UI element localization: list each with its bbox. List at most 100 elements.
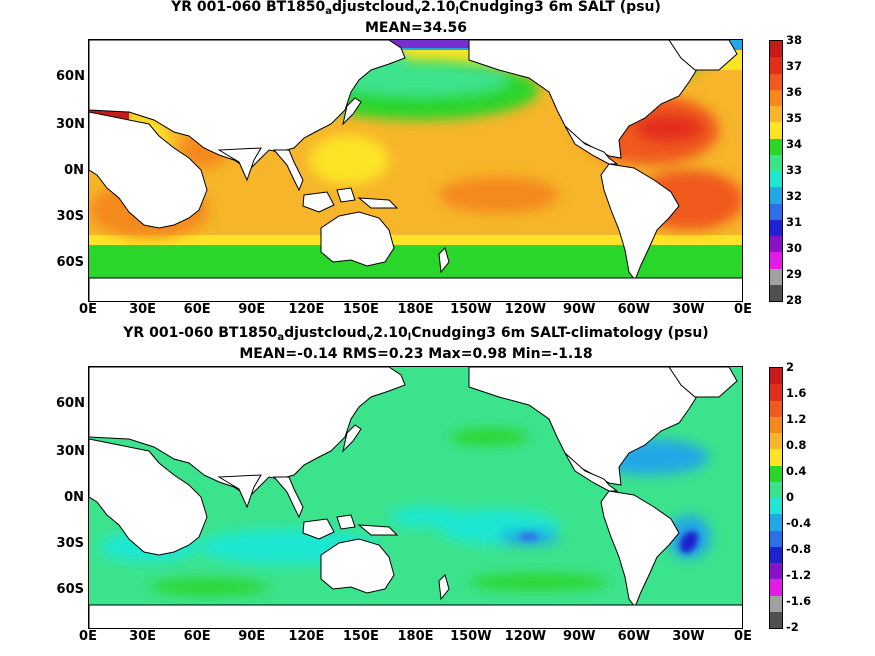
top-lon-label: 120W	[504, 302, 547, 317]
bottom-colorbar-label: 0	[786, 490, 795, 504]
bottom-lon-label: 90W	[563, 629, 596, 644]
top-colorbar-segment	[770, 41, 782, 58]
bottom-lon-label: 120E	[288, 629, 325, 644]
bottom-colorbar-segment	[770, 498, 782, 515]
bottom-lat-label-60n: 60N	[56, 396, 85, 411]
top-colorbar-segment	[770, 171, 782, 188]
top-lat-label-0n: 0N	[64, 163, 84, 178]
bottom-colorbar-label: 1.2	[786, 412, 807, 426]
top-colorbar-label: 31	[786, 215, 803, 229]
bottom-lon-label: 150E	[342, 629, 379, 644]
bottom-colorbar-segment	[770, 465, 782, 482]
bottom-lon-label: 60W	[617, 629, 651, 644]
top-lon-label: 90W	[563, 302, 596, 317]
bottom-colorbar-segment	[770, 449, 782, 466]
top-colorbar-label: 28	[786, 293, 803, 307]
top-colorbar-label: 37	[786, 59, 803, 73]
bottom-map-svg	[89, 367, 742, 628]
bottom-lat-label-0n: 0N	[64, 490, 84, 505]
bottom-colorbar-segment	[770, 530, 782, 547]
top-lon-label: 150E	[342, 302, 379, 317]
top-colorbar-segment	[770, 252, 782, 269]
top-colorbar-segment	[770, 122, 782, 139]
bottom-colorbar-label: 1.6	[786, 386, 807, 400]
bottom-colorbar-segment	[770, 433, 782, 450]
bottom-colorbar-segment	[770, 481, 782, 498]
bottom-lon-label: 60E	[183, 629, 211, 644]
top-lon-label: 60W	[617, 302, 651, 317]
top-colorbar-segment	[770, 219, 782, 236]
top-lon-label: 0E	[79, 302, 97, 317]
top-lon-label: 30W	[672, 302, 705, 317]
top-land	[89, 40, 742, 301]
bottom-lon-label: 180E	[397, 629, 434, 644]
top-colorbar-segment	[770, 268, 782, 285]
top-colorbar	[769, 40, 783, 302]
bottom-colorbar-segment	[770, 579, 782, 596]
bottom-colorbar-label: 0.4	[786, 464, 807, 478]
top-colorbar-segment	[770, 187, 782, 204]
top-colorbar-segment	[770, 89, 782, 106]
top-colorbar-label: 32	[786, 189, 803, 203]
bottom-colorbar-label: -2	[786, 620, 799, 634]
bottom-lon-label: 30W	[672, 629, 705, 644]
bottom-lon-label: 30E	[129, 629, 157, 644]
bottom-colorbar-segment	[770, 384, 782, 401]
bottom-lat-label-30n: 30N	[56, 444, 85, 459]
top-lat-label-30s: 30S	[56, 209, 84, 224]
bottom-colorbar-label: -0.8	[786, 542, 812, 556]
top-colorbar-label: 30	[786, 241, 803, 255]
bottom-colorbar-segment	[770, 514, 782, 531]
top-lat-label-30n: 30N	[56, 117, 85, 132]
top-colorbar-segment	[770, 73, 782, 90]
bottom-colorbar-label: 0.8	[786, 438, 807, 452]
top-lat-label-60s: 60S	[56, 255, 84, 270]
bottom-lon-label: 120W	[504, 629, 547, 644]
bottom-land	[89, 367, 742, 628]
bottom-anomaly-map	[88, 366, 743, 629]
bottom-colorbar	[769, 367, 783, 629]
bottom-colorbar-segment	[770, 546, 782, 563]
bottom-colorbar-label: -1.6	[786, 594, 812, 608]
bottom-colorbar-label: -0.4	[786, 516, 812, 530]
bottom-colorbar-segment	[770, 595, 782, 612]
bottom-title-line2: MEAN=-0.14 RMS=0.23 Max=0.98 Min=-1.18	[239, 346, 593, 362]
bottom-lon-label: 150W	[450, 629, 492, 644]
top-colorbar-label: 36	[786, 85, 803, 99]
top-lon-label: 90E	[238, 302, 266, 317]
top-colorbar-label: 34	[786, 137, 803, 151]
top-colorbar-label: 35	[786, 111, 803, 125]
top-lon-label: 30E	[129, 302, 157, 317]
top-colorbar-label: 29	[786, 267, 803, 281]
bottom-colorbar-segment	[770, 563, 782, 580]
top-colorbar-segment	[770, 106, 782, 123]
top-colorbar-segment	[770, 57, 782, 74]
bottom-colorbar-label: -1.2	[786, 568, 812, 582]
bottom-colorbar-segment	[770, 368, 782, 385]
bottom-lon-label: 0E	[79, 629, 97, 644]
bottom-colorbar-segment	[770, 416, 782, 433]
top-lon-label: 180E	[397, 302, 434, 317]
bottom-lon-label: 90E	[238, 629, 266, 644]
top-colorbar-segment	[770, 284, 782, 301]
top-colorbar-segment	[770, 236, 782, 253]
top-lon-label: 150W	[450, 302, 492, 317]
top-lon-label: 0E	[734, 302, 752, 317]
top-title-line2: MEAN=34.56	[364, 20, 468, 36]
bottom-colorbar-segment	[770, 611, 782, 628]
bottom-colorbar-segment	[770, 400, 782, 417]
top-lon-label: 60E	[183, 302, 211, 317]
bottom-title-line1: YR 001-060 BT1850adjustcloudv2.10lCnudgi…	[123, 325, 709, 343]
top-salinity-map	[88, 39, 743, 302]
top-map-svg	[89, 40, 742, 301]
top-lon-label: 120E	[288, 302, 325, 317]
bottom-lon-label: 0E	[734, 629, 752, 644]
top-title-line1: YR 001-060 BT1850adjustcloudv2.10lCnudgi…	[171, 0, 661, 17]
top-colorbar-label: 33	[786, 163, 803, 177]
bottom-lat-label-30s: 30S	[56, 536, 84, 551]
top-colorbar-label: 38	[786, 33, 803, 47]
top-lat-label-60n: 60N	[56, 69, 85, 84]
top-colorbar-segment	[770, 154, 782, 171]
top-colorbar-segment	[770, 203, 782, 220]
top-colorbar-segment	[770, 138, 782, 155]
